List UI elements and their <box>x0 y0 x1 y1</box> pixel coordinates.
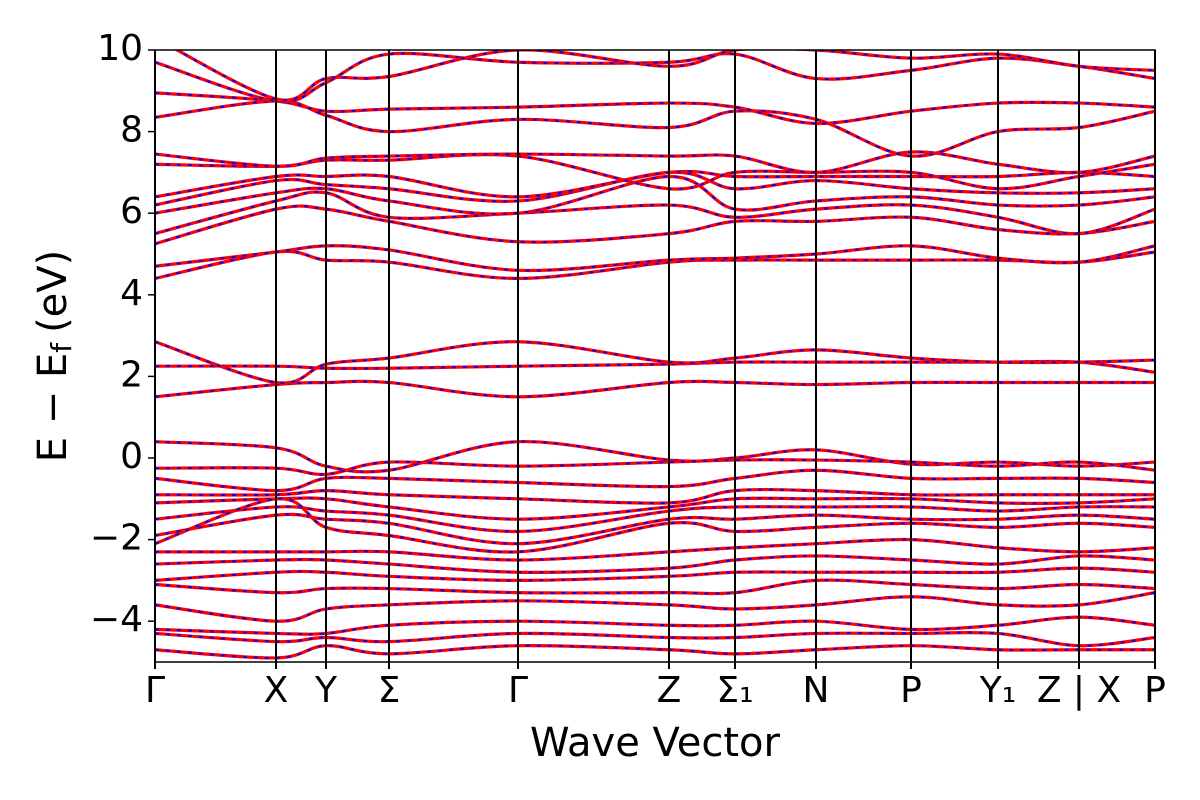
band-line <box>155 537 1155 562</box>
x-tick-label: Y₁ <box>979 670 1016 711</box>
band-line <box>155 512 1155 546</box>
band-line <box>155 554 1155 574</box>
y-axis-label: E − Ef (eV) <box>30 250 78 463</box>
band-line-overlay <box>155 538 1155 562</box>
y-label-sub: f <box>45 342 78 353</box>
x-tick-label: N <box>803 670 830 711</box>
x-tick-label: Y <box>314 670 338 711</box>
band-line <box>155 379 1155 399</box>
y-label-unit: (eV) <box>30 250 76 333</box>
band-line <box>155 487 1155 505</box>
band-line-overlay <box>155 631 1155 647</box>
band-line-overlay <box>155 554 1155 574</box>
band-line-overlay <box>155 616 1155 636</box>
y-tick-label: 6 <box>120 191 143 232</box>
band-line <box>155 615 1155 636</box>
band-line-overlay <box>155 567 1155 582</box>
band-line-overlay <box>155 171 1155 207</box>
y-tick-label: 10 <box>97 28 143 69</box>
band-line-overlay <box>155 153 1155 190</box>
band-line <box>155 643 1155 660</box>
y-label-main: E − E <box>30 353 76 463</box>
band-line-overlay <box>155 205 1155 245</box>
x-tick-label: Z | X <box>1037 670 1121 711</box>
x-tick-label: Γ <box>145 670 165 711</box>
y-tick-label: −4 <box>90 599 143 640</box>
y-tick-label: 4 <box>120 273 143 314</box>
band-line-overlay <box>155 360 1155 374</box>
x-tick-label: Σ <box>378 670 401 711</box>
band-line <box>155 153 1155 191</box>
band-line-overlay <box>155 497 1155 554</box>
band-line <box>155 204 1155 246</box>
x-tick-label: Γ <box>508 670 528 711</box>
y-tick-label: 0 <box>120 436 143 477</box>
band-line <box>155 591 1155 623</box>
band-line-overlay <box>155 190 1155 235</box>
x-tick-label: P <box>1144 670 1166 711</box>
band-line-overlay <box>155 52 1155 103</box>
band-line <box>155 99 1155 158</box>
band-line-overlay <box>155 458 1155 476</box>
plot-area <box>155 50 1155 660</box>
band-line <box>155 249 1155 281</box>
band-line <box>155 190 1155 236</box>
x-tick-label: Σ₁ <box>716 670 753 711</box>
x-tick-label: X <box>264 670 289 711</box>
y-tick-label: 8 <box>120 110 143 151</box>
x-tick-label: Z <box>657 670 682 711</box>
axes: −4 −2 0 2 4 6 8 10 Γ X Y Σ Γ Z Σ₁ N P Y₁ Z | X P <box>90 28 1166 711</box>
band-line <box>155 578 1155 596</box>
y-tick-label: −2 <box>90 518 143 559</box>
band-line-overlay <box>155 579 1155 595</box>
band-line <box>173 50 1155 102</box>
band-line <box>155 150 1155 175</box>
x-axis-label: Wave Vector <box>530 720 781 766</box>
y-tick-label: 2 <box>120 354 143 395</box>
plot-frame <box>154 49 1156 663</box>
x-tick-label: P <box>900 670 922 711</box>
band-line-overlay <box>155 380 1155 398</box>
band-line-overlay <box>155 497 1155 521</box>
band-line <box>155 244 1155 273</box>
